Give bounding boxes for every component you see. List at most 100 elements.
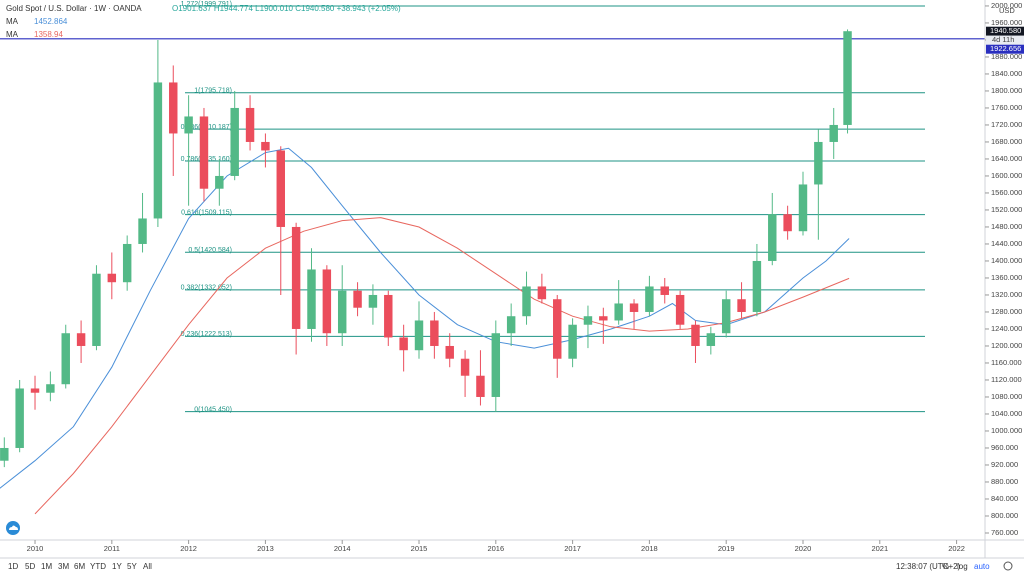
y-tick-label: 1320.000 <box>991 290 1022 299</box>
fib-label: 1.272(1999.791) <box>181 1 232 8</box>
fib-label: 0.236(1222.513) <box>181 331 232 338</box>
candle-body <box>553 299 562 359</box>
y-tick-label: 1400.000 <box>991 256 1022 265</box>
candle-body <box>368 294 378 308</box>
x-tick-label: 2019 <box>718 544 735 553</box>
x-tick-label: 2013 <box>257 544 274 553</box>
range-button[interactable]: 1M <box>41 562 52 571</box>
candle-body <box>460 358 470 376</box>
candle-body <box>614 303 623 321</box>
candle-body <box>337 290 347 334</box>
candle-body <box>291 226 301 329</box>
fib-label: 0(1045.450) <box>194 407 232 414</box>
candle-body <box>76 333 86 346</box>
legend-value: 1358.94 <box>34 30 63 39</box>
y-tick-label: 1040.000 <box>991 409 1022 418</box>
x-tick-label: 2021 <box>871 544 888 553</box>
x-tick-label: 2010 <box>27 544 44 553</box>
x-tick-label: 2017 <box>564 544 581 553</box>
candle-body <box>660 286 669 295</box>
hline-tag <box>986 44 1024 54</box>
y-tick-label: 1160.000 <box>991 358 1022 367</box>
candle-body <box>153 82 163 219</box>
settings-icon[interactable] <box>1003 561 1013 571</box>
candle-body <box>353 290 362 308</box>
y-tick-label: 1240.000 <box>991 324 1022 333</box>
legend-value: 1452.864 <box>34 17 68 26</box>
y-tick-label: 1560.000 <box>991 188 1022 197</box>
fib-label: 0.5(1420.584) <box>188 247 232 254</box>
y-tick-label: 1120.000 <box>991 375 1022 384</box>
ohlc-readout: O1901.637 H1944.774 L1900.010 C1940.580 … <box>172 4 401 13</box>
candle-body <box>184 116 193 134</box>
x-tick-label: 2018 <box>641 544 658 553</box>
candle-body <box>384 294 393 338</box>
x-tick-label: 2022 <box>948 544 965 553</box>
candle-body <box>491 333 501 397</box>
candle-body <box>307 269 316 329</box>
candle-body <box>445 345 454 359</box>
hline-label: 1922.656 <box>990 44 1021 53</box>
candle-body <box>599 316 608 321</box>
range-button[interactable]: 6M <box>74 562 85 571</box>
candle-body <box>814 141 823 185</box>
fib-label: 0.618(1509.115) <box>181 209 232 216</box>
last-price-tag <box>986 26 1024 36</box>
auto-toggle[interactable]: auto <box>974 562 990 571</box>
symbol-title: Gold Spot / U.S. Dollar · 1W · OANDA <box>6 4 142 13</box>
candle-body <box>0 447 9 461</box>
candle-body <box>92 273 101 346</box>
y-tick-label: 1800.000 <box>991 86 1022 95</box>
candle-body <box>768 214 777 261</box>
axes: 760.000 800.000 840.000 880.000 920.000 960.0… <box>27 1 1024 553</box>
candle-body <box>721 299 731 334</box>
cloud-icon[interactable] <box>6 521 20 535</box>
currency: USD <box>999 6 1015 15</box>
percent-toggle[interactable]: % <box>942 562 949 571</box>
range-button[interactable]: YTD <box>90 562 106 571</box>
last-price-label: 1940.580 <box>990 26 1021 35</box>
ma-line <box>0 147 850 489</box>
y-tick-label: 1080.000 <box>991 392 1022 401</box>
y-tick-label: 1280.000 <box>991 307 1022 316</box>
y-tick-label: 840.000 <box>991 494 1018 503</box>
range-button[interactable]: 5D <box>25 562 35 571</box>
y-tick-label: 1480.000 <box>991 222 1022 231</box>
candle-body <box>138 218 147 244</box>
range-button[interactable]: 5Y <box>127 562 137 571</box>
candle-body <box>169 82 178 134</box>
candle-body <box>706 333 716 346</box>
candle-body <box>583 316 593 325</box>
countdown-label: 4d 11h <box>992 35 1014 44</box>
y-tick-label: 1680.000 <box>991 137 1022 146</box>
candle-body <box>629 303 639 312</box>
log-toggle[interactable]: log <box>957 562 968 571</box>
y-tick-label: 1720.000 <box>991 120 1022 129</box>
range-button[interactable]: All <box>143 562 152 571</box>
candle-body <box>122 243 132 283</box>
toolbar: 1D 5D 1M 3M 6M YTD 1Y 5Y All 12:38:07 (UTC+2)% log… <box>8 562 990 571</box>
countdown-tag <box>986 35 1024 45</box>
candle-body <box>46 384 55 393</box>
candle-body <box>645 286 654 312</box>
range-button[interactable]: 3M <box>58 562 69 571</box>
legend-name: MA <box>6 30 19 39</box>
candle-body <box>230 107 239 176</box>
candle-body <box>414 320 424 351</box>
x-tick-label: 2015 <box>411 544 428 553</box>
range-button[interactable]: 1Y <box>112 562 122 571</box>
candle-body <box>215 175 224 189</box>
candle-body <box>843 31 852 125</box>
candle-body <box>245 107 255 142</box>
clock: 12:38:07 (UTC+2) <box>896 562 961 571</box>
x-tick-label: 2012 <box>180 544 197 553</box>
y-tick-label: 760.000 <box>991 528 1018 537</box>
candle-body <box>737 299 746 312</box>
ma-line <box>34 217 850 515</box>
candle-body <box>261 141 270 151</box>
range-button[interactable]: 1D <box>8 562 18 571</box>
cloud-icon-shape[interactable] <box>9 525 18 531</box>
